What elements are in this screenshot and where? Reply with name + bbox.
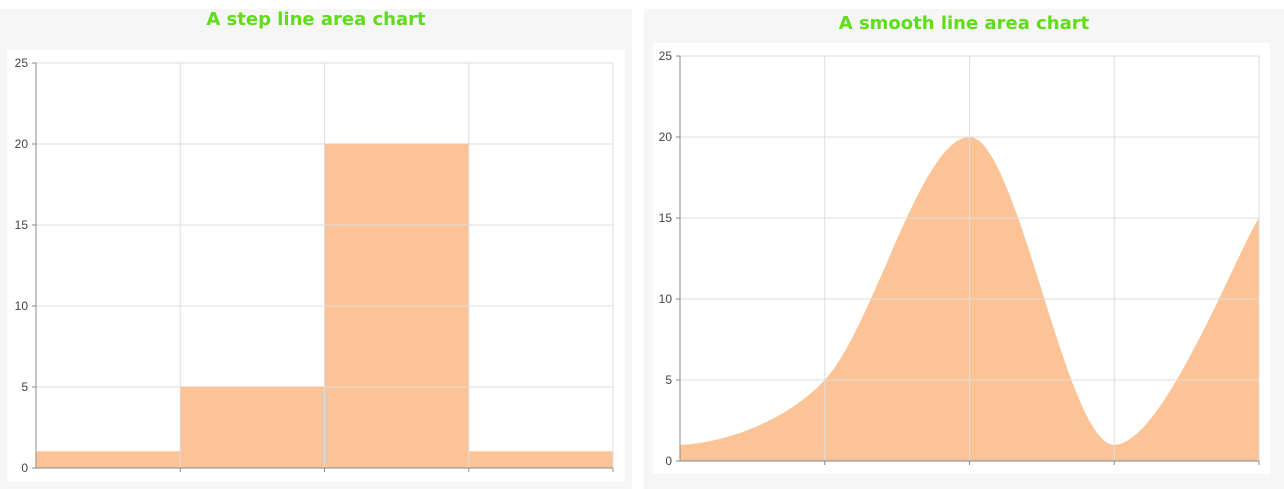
data-point <box>1114 444 1115 445</box>
data-point <box>680 444 681 445</box>
chart-area: 0 5 10 15 20 25 <box>7 50 625 482</box>
y-tick-label: 10 <box>659 292 673 306</box>
data-point <box>824 380 825 381</box>
y-tick-label: 25 <box>15 56 29 70</box>
y-tick-label: 20 <box>659 130 673 144</box>
chart-area: 0 5 10 15 20 25 <box>653 43 1270 474</box>
y-tick-label: 10 <box>15 299 29 313</box>
data-point <box>969 137 970 138</box>
y-tick-label: 25 <box>659 49 673 63</box>
y-tick-label: 5 <box>665 373 672 387</box>
step-area-chart-panel: A step line area chart 0 5 10 15 20 25 <box>0 9 632 489</box>
y-tick-label: 5 <box>21 380 28 394</box>
step-area-chart: 0 5 10 15 20 25 <box>15 56 614 475</box>
data-point <box>1259 218 1260 219</box>
smooth-area-chart-panel: A smooth line area chart 0 5 10 15 20 25 <box>644 9 1284 489</box>
y-tick-label: 20 <box>15 137 29 151</box>
y-tick-label: 15 <box>659 211 673 225</box>
y-tick-label: 15 <box>15 218 29 232</box>
chart-title: A step line area chart <box>206 9 426 30</box>
y-tick-label: 0 <box>665 454 672 468</box>
smooth-area-chart: 0 5 10 15 20 25 <box>659 49 1260 468</box>
y-tick-label: 0 <box>21 461 28 475</box>
chart-title: A smooth line area chart <box>838 13 1090 34</box>
